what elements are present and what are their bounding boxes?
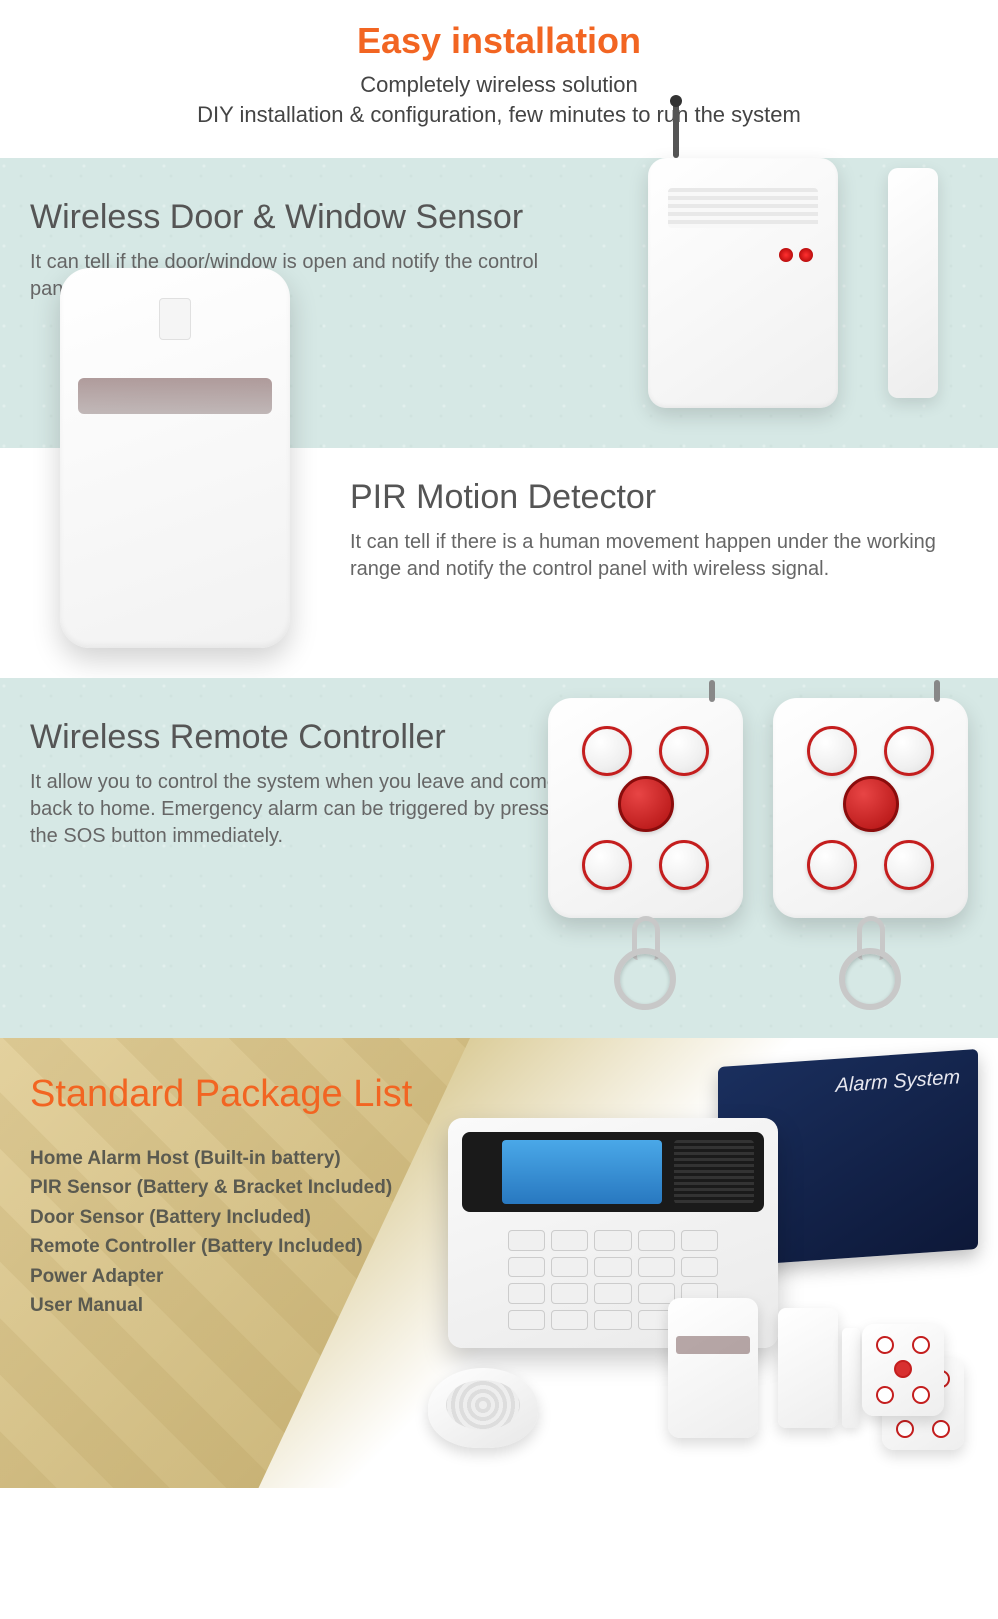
- mini-door-magnet: [842, 1328, 860, 1428]
- remote-button-icon: [807, 840, 857, 890]
- pir-panel: PIR Motion Detector It can tell if there…: [0, 448, 998, 668]
- led-icon: [779, 248, 793, 262]
- remote-button-icon: [659, 726, 709, 776]
- door-sensor-product-image: [618, 138, 958, 418]
- remote-sos-button-icon: [843, 776, 899, 832]
- remote-unit: [773, 698, 968, 918]
- remote-product-image: [538, 698, 978, 1038]
- remote-button-icon: [582, 726, 632, 776]
- siren-unit: [428, 1368, 538, 1448]
- mini-remote-unit: [862, 1324, 944, 1416]
- antenna-icon: [934, 680, 940, 702]
- mini-door-sensor: [778, 1308, 838, 1428]
- keychain-icon: [606, 918, 686, 1018]
- door-sensor-magnet: [888, 168, 938, 398]
- remote-button-icon: [659, 840, 709, 890]
- pir-title: PIR Motion Detector: [350, 478, 968, 517]
- header-subtitle-2: DIY installation & configuration, few mi…: [30, 102, 968, 128]
- header-section: Easy installation Completely wireless so…: [0, 0, 998, 158]
- remote-button-icon: [807, 726, 857, 776]
- remote-button-icon: [884, 726, 934, 776]
- keychain-icon: [831, 918, 911, 1018]
- mini-pir-unit: [668, 1298, 758, 1438]
- led-icon: [799, 248, 813, 262]
- header-title: Easy installation: [30, 20, 968, 62]
- remote-desc: It allow you to control the system when …: [30, 769, 570, 850]
- remote-button-icon: [582, 840, 632, 890]
- remote-button-icon: [884, 840, 934, 890]
- speaker-icon: [674, 1140, 754, 1204]
- header-subtitle-1: Completely wireless solution: [30, 72, 968, 98]
- antenna-icon: [673, 103, 679, 158]
- door-sensor-main-unit: [648, 158, 838, 408]
- remote-unit: [548, 698, 743, 918]
- remote-sos-button-icon: [618, 776, 674, 832]
- pir-product-image: [60, 268, 290, 648]
- remote-panel: Wireless Remote Controller It allow you …: [0, 678, 998, 1038]
- antenna-icon: [709, 680, 715, 702]
- package-products-image: [428, 1058, 988, 1458]
- package-section: Standard Package List Home Alarm Host (B…: [0, 1038, 998, 1488]
- lcd-screen-icon: [502, 1140, 662, 1204]
- pir-desc: It can tell if there is a human movement…: [350, 529, 968, 583]
